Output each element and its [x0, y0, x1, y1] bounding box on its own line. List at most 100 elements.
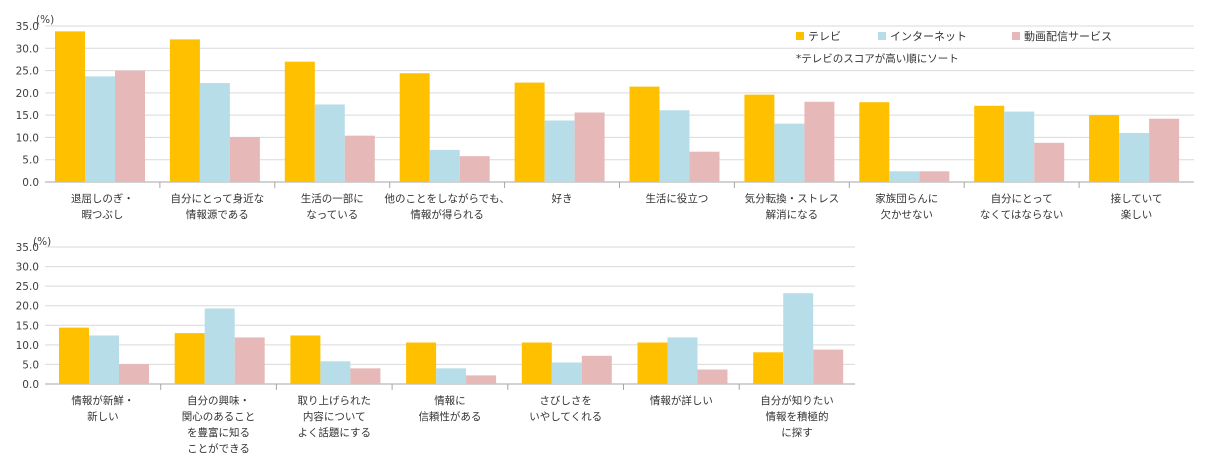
bar-tv [59, 327, 89, 384]
category-label: 自分にとって [991, 192, 1053, 205]
bar-tv [629, 86, 660, 182]
y-tick-label: 25.0 [16, 281, 39, 293]
bar-video [1149, 118, 1180, 182]
bar-tv [514, 82, 545, 182]
bar-tv [55, 31, 85, 182]
bar-internet [199, 83, 230, 182]
category-label: 情報を積極的 [766, 410, 829, 423]
category-label: 信頼性がある [418, 410, 481, 423]
category-label: 好き [552, 193, 573, 205]
bar-internet [667, 337, 698, 384]
bar-video [344, 135, 375, 182]
y-tick-label: 25.0 [16, 66, 39, 78]
bar-internet [659, 110, 690, 182]
bar-tv [399, 73, 430, 182]
bar-video [813, 349, 844, 384]
category-label: 自分の興味・ [187, 394, 250, 407]
category-label: 解消になる [766, 208, 819, 221]
legend-label: テレビ [808, 30, 841, 43]
bar-video [350, 368, 381, 384]
bar-tv [1089, 115, 1120, 182]
bar-tv [406, 342, 437, 384]
y-tick-label: 5.0 [22, 359, 39, 371]
category-label: 生活の一部に [301, 192, 364, 205]
y-tick-label: 0.0 [22, 379, 39, 391]
category-label: いやしてくれる [529, 411, 602, 423]
bar-video [804, 101, 835, 182]
bar-internet [85, 76, 115, 182]
category-label: さびしさを [539, 395, 592, 407]
category-label: 接していて [1111, 192, 1163, 205]
category-label: 内容について [303, 410, 366, 423]
y-unit-label: (%) [33, 236, 51, 248]
y-tick-label: 35.0 [16, 242, 39, 254]
category-label: 情報が得られる [410, 208, 484, 221]
category-label: 自分が知りたい [760, 394, 834, 407]
y-tick-label: 35.0 [16, 21, 39, 33]
y-tick-label: 20.0 [16, 88, 39, 100]
bar-video [119, 364, 149, 384]
legend-label: 動画配信サービス [1024, 29, 1112, 43]
category-label: よく話題にする [297, 426, 371, 439]
bar-tv [290, 335, 321, 384]
y-tick-label: 15.0 [16, 110, 39, 122]
category-label: 欠かせない [881, 208, 934, 221]
bar-tv [521, 342, 552, 384]
bar-internet [544, 120, 575, 182]
category-label: に探す [781, 426, 813, 439]
category-label: なっている [306, 209, 358, 221]
chart-legend: テレビ インターネット 動画配信サービス [796, 29, 1112, 43]
legend-swatch [1012, 32, 1020, 40]
category-label: 暇つぶし [81, 209, 123, 221]
bar-internet [783, 293, 814, 384]
legend-swatch [796, 32, 804, 40]
category-label: 家族団らんに [875, 192, 938, 205]
bar-video [581, 355, 612, 384]
category-label: 情報が詳しい [650, 394, 713, 407]
bar-internet [436, 368, 467, 384]
bar-tv [974, 105, 1005, 182]
category-label: 気分転換・ストレス [745, 192, 840, 205]
category-label: ことができる [187, 442, 250, 455]
y-tick-label: 30.0 [16, 262, 39, 274]
category-label: 関心のあること [182, 411, 256, 423]
bar-internet [774, 123, 805, 182]
y-tick-label: 5.0 [22, 155, 39, 167]
bar-tv [284, 61, 315, 182]
bar-video [1034, 142, 1065, 182]
bar-internet [551, 362, 582, 384]
bar-internet [314, 104, 345, 182]
category-label: 他のことをしながらでも、 [384, 192, 509, 205]
y-tick-label: 20.0 [16, 301, 39, 313]
category-label: 自分にとって身近な [171, 192, 265, 205]
category-label: なくてはならない [980, 209, 1063, 221]
bar-video [919, 171, 950, 182]
category-label: 退屈しのぎ・ [71, 192, 134, 205]
category-label: 情報が新鮮・ [71, 394, 134, 407]
y-unit-label: (%) [36, 14, 54, 26]
y-tick-label: 15.0 [16, 320, 39, 332]
bar-internet [89, 335, 119, 384]
bar-chart-bottom: 0.0 5.0 10.0 15.0 20.0 25.0 30.0 35.0(%) 情報が新鮮・新… [16, 236, 855, 455]
y-tick-label: 10.0 [16, 132, 39, 144]
category-label: 楽しい [1121, 208, 1153, 221]
y-tick-label: 0.0 [22, 177, 39, 189]
y-tick-label: 10.0 [16, 340, 39, 352]
y-tick-label: 30.0 [16, 43, 39, 55]
category-label: 取り上げられた [298, 395, 372, 407]
legend-swatch [878, 32, 886, 40]
bar-internet [204, 308, 235, 384]
category-label: を豊富に知る [187, 426, 250, 439]
category-label: 情報に [434, 394, 466, 407]
bar-video [115, 70, 145, 182]
legend-label: インターネット [890, 30, 967, 43]
bar-tv [174, 333, 205, 384]
bar-tv [637, 342, 668, 384]
bar-internet [429, 149, 460, 182]
bar-internet [320, 361, 351, 384]
category-label: 生活に役立つ [645, 192, 708, 205]
bar-chart-top: 0.0 5.0 10.0 15.0 20.0 25.0 30.0 35.0(%) 退屈しのぎ・暇… [16, 14, 1194, 221]
bar-internet [889, 171, 920, 182]
bar-tv [753, 352, 784, 384]
